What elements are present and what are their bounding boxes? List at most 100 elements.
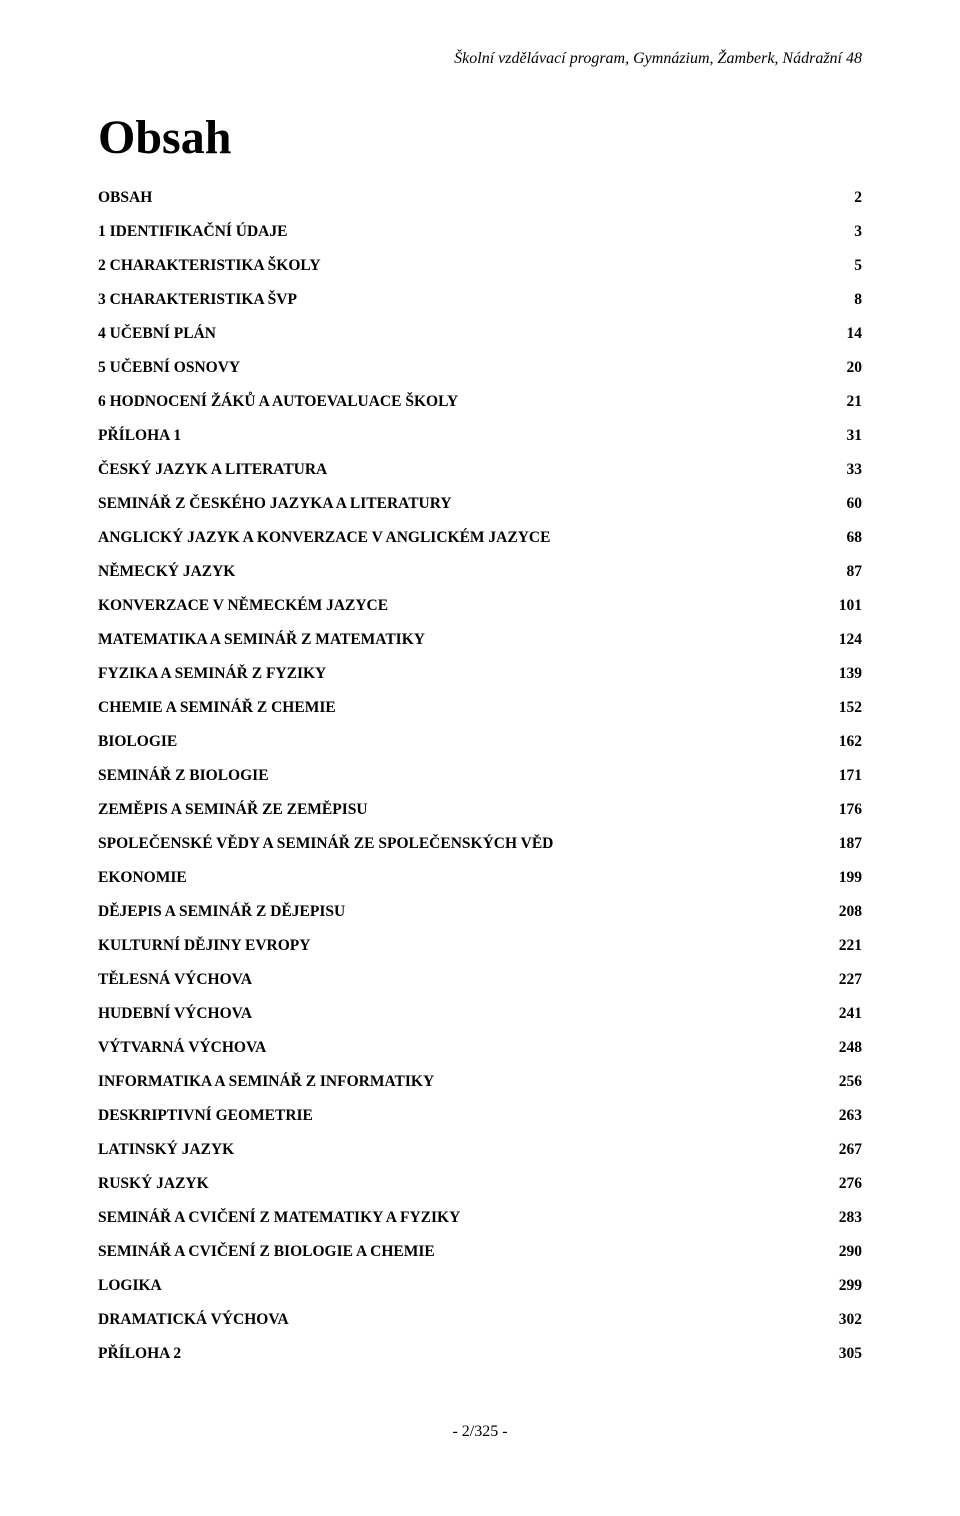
toc-entry-page: 263 xyxy=(839,1107,862,1125)
toc-entry-label: OBSAH xyxy=(98,189,152,207)
toc-entry: TĚLESNÁ VÝCHOVA227 xyxy=(98,971,862,989)
toc-entry: 3 CHARAKTERISTIKA ŠVP 8 xyxy=(98,291,862,309)
toc-entry-page: 176 xyxy=(839,801,862,819)
toc-entry-label: ZEMĚPIS A SEMINÁŘ ZE ZEMĚPISU xyxy=(98,801,368,819)
toc-entry-page: 227 xyxy=(839,971,862,989)
toc-entry-label: DRAMATICKÁ VÝCHOVA xyxy=(98,1311,289,1329)
toc-entry-page: 2 xyxy=(854,189,862,207)
toc-entry-label: MATEMATIKA A SEMINÁŘ Z MATEMATIKY xyxy=(98,631,425,649)
toc-entry-page: 87 xyxy=(847,563,863,581)
toc-entry-label: SPOLEČENSKÉ VĚDY A SEMINÁŘ ZE SPOLEČENSK… xyxy=(98,835,553,853)
toc-entry-page: 187 xyxy=(839,835,862,853)
toc-entry-page: 68 xyxy=(847,529,863,547)
toc-entry-label: 3 CHARAKTERISTIKA ŠVP xyxy=(98,291,297,309)
toc-entry: PŘÍLOHA 1 31 xyxy=(98,427,862,445)
toc-entry: ANGLICKÝ JAZYK A KONVERZACE V ANGLICKÉM … xyxy=(98,529,862,547)
toc-entry: PŘÍLOHA 2 305 xyxy=(98,1345,862,1363)
toc-entry-label: LATINSKÝ JAZYK xyxy=(98,1141,234,1159)
toc-entry: RUSKÝ JAZYK 276 xyxy=(98,1175,862,1193)
toc-entry-page: 290 xyxy=(839,1243,862,1261)
toc-entry: 2 CHARAKTERISTIKA ŠKOLY 5 xyxy=(98,257,862,275)
toc-entry-label: SEMINÁŘ A CVIČENÍ Z BIOLOGIE A CHEMIE xyxy=(98,1243,435,1261)
toc-entry: DĚJEPIS A SEMINÁŘ Z DĚJEPISU208 xyxy=(98,903,862,921)
toc-entry: OBSAH 2 xyxy=(98,189,862,207)
toc-entry: ČESKÝ JAZYK A LITERATURA 33 xyxy=(98,461,862,479)
toc-entry-page: 299 xyxy=(839,1277,862,1295)
toc-entry-label: 4 UČEBNÍ PLÁN xyxy=(98,325,216,343)
toc-entry-label: CHEMIE A SEMINÁŘ Z CHEMIE xyxy=(98,699,336,717)
toc-entry-label: LOGIKA xyxy=(98,1277,162,1295)
toc-entry-label: VÝTVARNÁ VÝCHOVA xyxy=(98,1039,266,1057)
toc-entry-label: KULTURNÍ DĚJINY EVROPY xyxy=(98,937,310,955)
toc-entry: SEMINÁŘ Z ČESKÉHO JAZYKA A LITERATURY60 xyxy=(98,495,862,513)
toc-entry: SEMINÁŘ A CVIČENÍ Z BIOLOGIE A CHEMIE 290 xyxy=(98,1243,862,1261)
toc-entry-page: 171 xyxy=(839,767,862,785)
toc-entry: BIOLOGIE 162 xyxy=(98,733,862,751)
toc-entry-label: ČESKÝ JAZYK A LITERATURA xyxy=(98,461,327,479)
toc-entry: SEMINÁŘ A CVIČENÍ Z MATEMATIKY A FYZIKY 2… xyxy=(98,1209,862,1227)
toc-entry-label: SEMINÁŘ Z BIOLOGIE xyxy=(98,767,269,785)
toc-entry-page: 208 xyxy=(839,903,862,921)
toc-entry-page: 101 xyxy=(839,597,862,615)
toc-entry-page: 33 xyxy=(847,461,863,479)
toc-entry: CHEMIE A SEMINÁŘ Z CHEMIE 152 xyxy=(98,699,862,717)
toc-entry-page: 21 xyxy=(847,393,863,411)
toc-entry: INFORMATIKA A SEMINÁŘ Z INFORMATIKY256 xyxy=(98,1073,862,1091)
toc-entry: 6 HODNOCENÍ ŽÁKŮ A AUTOEVALUACE ŠKOLY 21 xyxy=(98,393,862,411)
toc-entry-label: INFORMATIKA A SEMINÁŘ Z INFORMATIKY xyxy=(98,1073,434,1091)
toc-entry-label: RUSKÝ JAZYK xyxy=(98,1175,209,1193)
toc-entry: SPOLEČENSKÉ VĚDY A SEMINÁŘ ZE SPOLEČENSK… xyxy=(98,835,862,853)
toc-entry-label: PŘÍLOHA 2 xyxy=(98,1345,181,1363)
toc-entry: HUDEBNÍ VÝCHOVA 241 xyxy=(98,1005,862,1023)
toc-entry: KONVERZACE V NĚMECKÉM JAZYCE 101 xyxy=(98,597,862,615)
toc-entry-page: 283 xyxy=(839,1209,862,1227)
toc-entry-page: 305 xyxy=(839,1345,862,1363)
toc-entry-page: 139 xyxy=(839,665,862,683)
toc-entry-page: 221 xyxy=(839,937,862,955)
toc-entry-page: 5 xyxy=(854,257,862,275)
toc-entry-page: 248 xyxy=(839,1039,862,1057)
toc-entry: KULTURNÍ DĚJINY EVROPY 221 xyxy=(98,937,862,955)
toc-entry: NĚMECKÝ JAZYK 87 xyxy=(98,563,862,581)
toc-entry-label: KONVERZACE V NĚMECKÉM JAZYCE xyxy=(98,597,388,615)
toc-entry-page: 14 xyxy=(847,325,863,343)
toc-entry: DRAMATICKÁ VÝCHOVA 302 xyxy=(98,1311,862,1329)
toc-entry: ZEMĚPIS A SEMINÁŘ ZE ZEMĚPISU 176 xyxy=(98,801,862,819)
toc-entry-label: 2 CHARAKTERISTIKA ŠKOLY xyxy=(98,257,321,275)
toc-entry-label: 5 UČEBNÍ OSNOVY xyxy=(98,359,240,377)
toc-entry-page: 60 xyxy=(847,495,863,513)
toc-entry-label: 6 HODNOCENÍ ŽÁKŮ A AUTOEVALUACE ŠKOLY xyxy=(98,393,458,411)
toc-entry-label: 1 IDENTIFIKAČNÍ ÚDAJE xyxy=(98,223,287,241)
toc-entry: DESKRIPTIVNÍ GEOMETRIE 263 xyxy=(98,1107,862,1125)
toc-entry-label: BIOLOGIE xyxy=(98,733,177,751)
toc-entry-label: NĚMECKÝ JAZYK xyxy=(98,563,235,581)
toc-entry-label: EKONOMIE xyxy=(98,869,187,887)
toc-entry-page: 302 xyxy=(839,1311,862,1329)
toc-entry-label: HUDEBNÍ VÝCHOVA xyxy=(98,1005,252,1023)
page-footer: - 2/325 - xyxy=(98,1423,862,1441)
toc-entry-label: PŘÍLOHA 1 xyxy=(98,427,181,445)
toc-entry-page: 3 xyxy=(854,223,862,241)
toc-entry-page: 152 xyxy=(839,699,862,717)
toc-entry: 5 UČEBNÍ OSNOVY20 xyxy=(98,359,862,377)
toc-entry: VÝTVARNÁ VÝCHOVA 248 xyxy=(98,1039,862,1057)
document-header: Školní vzdělávací program, Gymnázium, Ža… xyxy=(98,50,862,68)
toc-entry-page: 8 xyxy=(854,291,862,309)
toc-entry-page: 162 xyxy=(839,733,862,751)
toc-entry-page: 241 xyxy=(839,1005,862,1023)
toc-entry: 4 UČEBNÍ PLÁN 14 xyxy=(98,325,862,343)
toc-entry: EKONOMIE199 xyxy=(98,869,862,887)
toc-entry-label: SEMINÁŘ A CVIČENÍ Z MATEMATIKY A FYZIKY xyxy=(98,1209,460,1227)
page-title: Obsah xyxy=(98,110,862,165)
toc-entry-label: ANGLICKÝ JAZYK A KONVERZACE V ANGLICKÉM … xyxy=(98,529,550,547)
toc-list: OBSAH 2 1 IDENTIFIKAČNÍ ÚDAJE 3 2 CHARAKTERI… xyxy=(98,189,862,1363)
toc-entry-label: FYZIKA A SEMINÁŘ Z FYZIKY xyxy=(98,665,326,683)
toc-entry-page: 31 xyxy=(847,427,863,445)
toc-entry: MATEMATIKA A SEMINÁŘ Z MATEMATIKY124 xyxy=(98,631,862,649)
toc-entry-page: 267 xyxy=(839,1141,862,1159)
toc-entry-page: 276 xyxy=(839,1175,862,1193)
toc-entry-label: DESKRIPTIVNÍ GEOMETRIE xyxy=(98,1107,313,1125)
toc-entry: FYZIKA A SEMINÁŘ Z FYZIKY 139 xyxy=(98,665,862,683)
toc-entry: LOGIKA 299 xyxy=(98,1277,862,1295)
toc-entry: LATINSKÝ JAZYK 267 xyxy=(98,1141,862,1159)
